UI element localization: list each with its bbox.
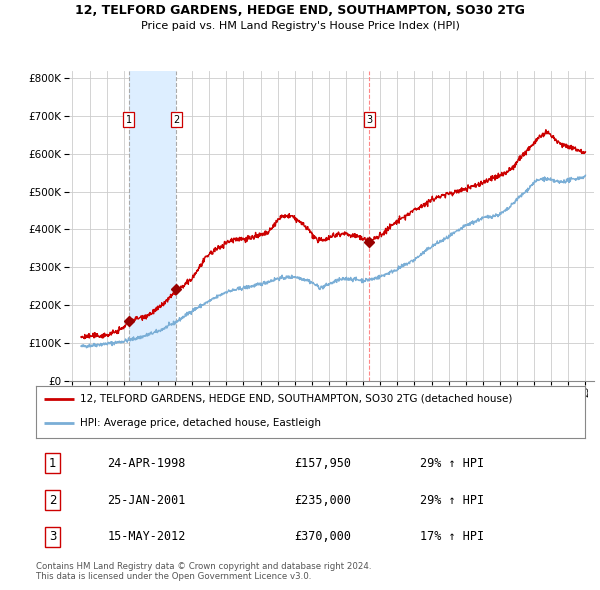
Text: 3: 3 xyxy=(49,530,56,543)
Bar xyxy=(129,71,176,381)
Text: 1: 1 xyxy=(126,115,132,125)
Text: £370,000: £370,000 xyxy=(294,530,351,543)
Text: 25-JAN-2001: 25-JAN-2001 xyxy=(107,493,186,507)
Text: 2: 2 xyxy=(173,115,179,125)
Text: £235,000: £235,000 xyxy=(294,493,351,507)
Text: 2: 2 xyxy=(49,493,56,507)
Text: 12, TELFORD GARDENS, HEDGE END, SOUTHAMPTON, SO30 2TG: 12, TELFORD GARDENS, HEDGE END, SOUTHAMP… xyxy=(75,4,525,17)
Text: Price paid vs. HM Land Registry's House Price Index (HPI): Price paid vs. HM Land Registry's House … xyxy=(140,21,460,31)
Text: 15-MAY-2012: 15-MAY-2012 xyxy=(107,530,186,543)
Text: HPI: Average price, detached house, Eastleigh: HPI: Average price, detached house, East… xyxy=(80,418,321,428)
Text: 17% ↑ HPI: 17% ↑ HPI xyxy=(420,530,484,543)
Text: 29% ↑ HPI: 29% ↑ HPI xyxy=(420,457,484,470)
Text: Contains HM Land Registry data © Crown copyright and database right 2024.
This d: Contains HM Land Registry data © Crown c… xyxy=(36,562,371,581)
Text: 3: 3 xyxy=(367,115,373,125)
Text: 12, TELFORD GARDENS, HEDGE END, SOUTHAMPTON, SO30 2TG (detached house): 12, TELFORD GARDENS, HEDGE END, SOUTHAMP… xyxy=(80,394,512,404)
Text: 1: 1 xyxy=(49,457,56,470)
Text: 29% ↑ HPI: 29% ↑ HPI xyxy=(420,493,484,507)
Text: 24-APR-1998: 24-APR-1998 xyxy=(107,457,186,470)
Text: £157,950: £157,950 xyxy=(294,457,351,470)
